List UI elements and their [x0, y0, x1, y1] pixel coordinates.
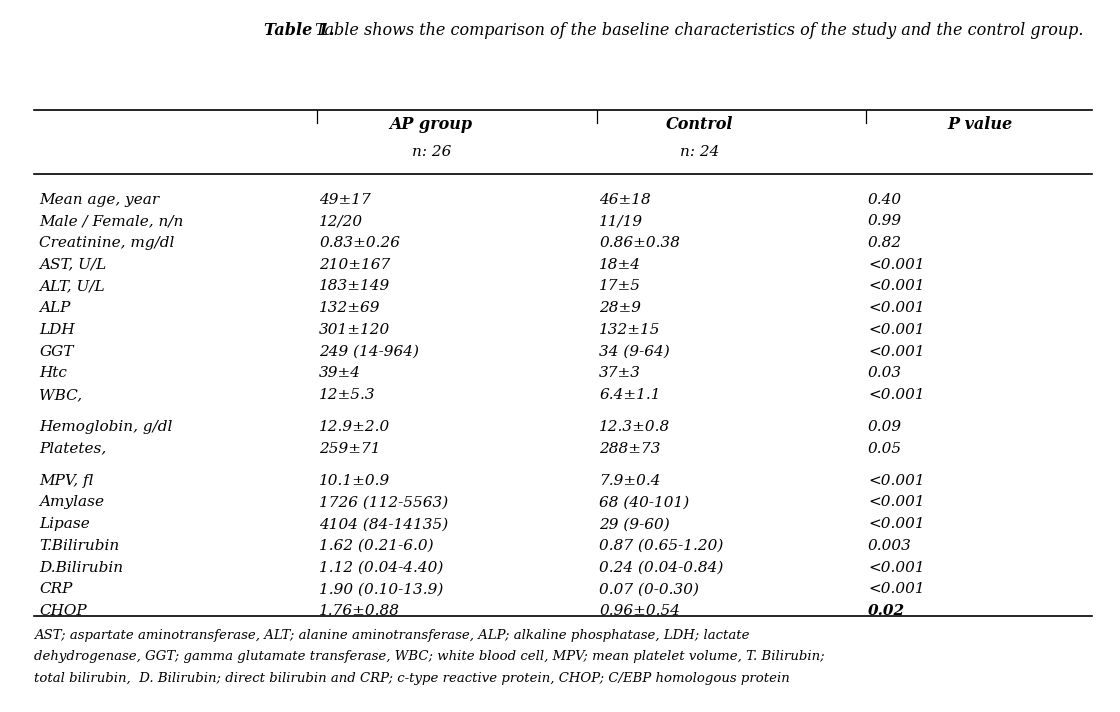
- Text: 0.83±0.26: 0.83±0.26: [319, 236, 400, 250]
- Text: D.Bilirubin: D.Bilirubin: [39, 560, 123, 575]
- Text: 1726 (112-5563): 1726 (112-5563): [319, 496, 448, 510]
- Text: <0.001: <0.001: [868, 345, 925, 359]
- Text: Platetes,: Platetes,: [39, 441, 106, 456]
- Text: <0.001: <0.001: [868, 258, 925, 272]
- Text: <0.001: <0.001: [868, 279, 925, 293]
- Text: 0.87 (0.65-1.20): 0.87 (0.65-1.20): [599, 539, 724, 553]
- Text: MPV, fl: MPV, fl: [39, 473, 94, 488]
- Text: 0.86±0.38: 0.86±0.38: [599, 236, 680, 250]
- Text: 288±73: 288±73: [599, 441, 661, 456]
- Text: ALP: ALP: [39, 301, 71, 315]
- Text: AP group: AP group: [390, 116, 473, 133]
- Text: Amylase: Amylase: [39, 496, 104, 510]
- Text: Lipase: Lipase: [39, 517, 90, 531]
- Text: 34 (9-64): 34 (9-64): [599, 345, 670, 359]
- Text: 49±17: 49±17: [319, 192, 371, 206]
- Text: T.Bilirubin: T.Bilirubin: [39, 539, 120, 553]
- Text: 301±120: 301±120: [319, 323, 391, 337]
- Text: 1.12 (0.04-4.40): 1.12 (0.04-4.40): [319, 560, 444, 575]
- Text: dehydrogenase, GGT; gamma glutamate transferase, WBC; white blood cell, MPV; mea: dehydrogenase, GGT; gamma glutamate tran…: [34, 650, 824, 664]
- Text: Male / Female, n/n: Male / Female, n/n: [39, 214, 184, 229]
- Text: 132±15: 132±15: [599, 323, 661, 337]
- Text: 11/19: 11/19: [599, 214, 643, 229]
- Text: n: 24: n: 24: [680, 145, 720, 159]
- Text: 10.1±0.9: 10.1±0.9: [319, 473, 391, 488]
- Text: LDH: LDH: [39, 323, 75, 337]
- Text: <0.001: <0.001: [868, 496, 925, 510]
- Text: total bilirubin,  D. Bilirubin; direct bilirubin and CRP; c-type reactive protei: total bilirubin, D. Bilirubin; direct bi…: [34, 671, 790, 685]
- Text: 0.02: 0.02: [868, 604, 905, 618]
- Text: 183±149: 183±149: [319, 279, 391, 293]
- Text: Htc: Htc: [39, 366, 67, 380]
- Text: <0.001: <0.001: [868, 323, 925, 337]
- Text: Hemoglobin, g/dl: Hemoglobin, g/dl: [39, 420, 172, 434]
- Text: 6.4±1.1: 6.4±1.1: [599, 388, 661, 402]
- Text: AST; aspartate aminotransferase, ALT; alanine aminotransferase, ALP; alkaline ph: AST; aspartate aminotransferase, ALT; al…: [34, 629, 749, 642]
- Text: <0.001: <0.001: [868, 301, 925, 315]
- Text: WBC,: WBC,: [39, 388, 83, 402]
- Text: <0.001: <0.001: [868, 582, 925, 597]
- Text: <0.001: <0.001: [868, 517, 925, 531]
- Text: 0.003: 0.003: [868, 539, 912, 553]
- Text: 0.40: 0.40: [868, 192, 902, 206]
- Text: 132±69: 132±69: [319, 301, 381, 315]
- Text: 0.09: 0.09: [868, 420, 902, 434]
- Text: 210±167: 210±167: [319, 258, 391, 272]
- Text: CHOP: CHOP: [39, 604, 87, 618]
- Text: 17±5: 17±5: [599, 279, 641, 293]
- Text: n: 26: n: 26: [411, 145, 451, 159]
- Text: Creatinine, mg/dl: Creatinine, mg/dl: [39, 236, 175, 250]
- Text: 46±18: 46±18: [599, 192, 651, 206]
- Text: <0.001: <0.001: [868, 560, 925, 575]
- Text: 0.03: 0.03: [868, 366, 902, 380]
- Text: 12/20: 12/20: [319, 214, 363, 229]
- Text: 39±4: 39±4: [319, 366, 361, 380]
- Text: ALT, U/L: ALT, U/L: [39, 279, 105, 293]
- Text: 1.90 (0.10-13.9): 1.90 (0.10-13.9): [319, 582, 444, 597]
- Text: 12.3±0.8: 12.3±0.8: [599, 420, 671, 434]
- Text: 68 (40-101): 68 (40-101): [599, 496, 690, 510]
- Text: CRP: CRP: [39, 582, 73, 597]
- Text: 28±9: 28±9: [599, 301, 641, 315]
- Text: 1.62 (0.21-6.0): 1.62 (0.21-6.0): [319, 539, 433, 553]
- Text: 29 (9-60): 29 (9-60): [599, 517, 670, 531]
- Text: 259±71: 259±71: [319, 441, 381, 456]
- Text: 0.07 (0-0.30): 0.07 (0-0.30): [599, 582, 699, 597]
- Text: 0.96±0.54: 0.96±0.54: [599, 604, 680, 618]
- Text: 7.9±0.4: 7.9±0.4: [599, 473, 661, 488]
- Text: <0.001: <0.001: [868, 473, 925, 488]
- Text: 0.05: 0.05: [868, 441, 902, 456]
- Text: Mean age, year: Mean age, year: [39, 192, 159, 206]
- Text: 1.76±0.88: 1.76±0.88: [319, 604, 400, 618]
- Text: Control: Control: [666, 116, 734, 133]
- Text: AST, U/L: AST, U/L: [39, 258, 106, 272]
- Text: 4104 (84-14135): 4104 (84-14135): [319, 517, 448, 531]
- Text: 37±3: 37±3: [599, 366, 641, 380]
- Text: 0.82: 0.82: [868, 236, 902, 250]
- Text: P value: P value: [948, 116, 1012, 133]
- Text: GGT: GGT: [39, 345, 74, 359]
- Text: Table 1. Table shows the comparison of the baseline characteristics of the study: Table 1. Table shows the comparison of t…: [141, 22, 979, 39]
- Text: 249 (14-964): 249 (14-964): [319, 345, 419, 359]
- Text: Table shows the comparison of the baseline characteristics of the study and the : Table shows the comparison of the baseli…: [310, 22, 1083, 39]
- Text: 0.24 (0.04-0.84): 0.24 (0.04-0.84): [599, 560, 724, 575]
- Text: 18±4: 18±4: [599, 258, 641, 272]
- Text: Table 1.: Table 1.: [264, 22, 335, 39]
- Text: 12±5.3: 12±5.3: [319, 388, 376, 402]
- Text: 12.9±2.0: 12.9±2.0: [319, 420, 391, 434]
- Text: 0.99: 0.99: [868, 214, 902, 229]
- Text: <0.001: <0.001: [868, 388, 925, 402]
